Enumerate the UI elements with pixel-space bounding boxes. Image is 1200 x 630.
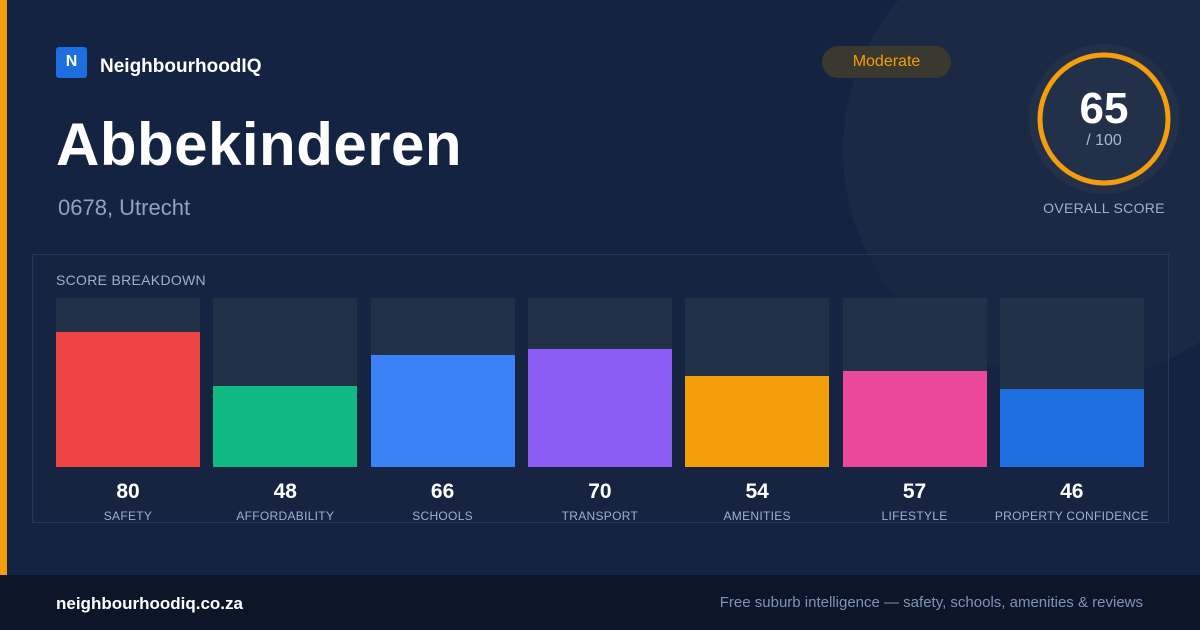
bar-fill <box>213 386 358 467</box>
footer: neighbourhoodiq.co.za Free suburb intell… <box>0 575 1200 630</box>
bar-fill <box>527 349 672 467</box>
score-bar-safety: 80 SAFETY <box>56 298 200 523</box>
overall-score-max: / 100 <box>1086 132 1122 149</box>
bar-track <box>999 298 1144 467</box>
bar-label: TRANSPORT <box>561 509 639 523</box>
breakdown-bars: 80 SAFETY 48 AFFORDABILITY 66 SCHOOLS 70 TRANSP… <box>56 298 1148 523</box>
overall-score-value: 65 <box>1079 84 1129 133</box>
bar-label: AFFORDABILITY <box>236 509 335 523</box>
bar-track <box>213 298 358 467</box>
footer-site-link[interactable]: neighbourhoodiq.co.za <box>56 594 243 613</box>
score-bar-property-confidence: 46 PROPERTY CONFIDENCE <box>995 298 1148 523</box>
bar-label: AMENITIES <box>723 509 791 523</box>
bar-fill <box>56 332 200 467</box>
bar-value: 80 <box>116 480 140 503</box>
bar-label: SAFETY <box>103 509 153 523</box>
score-ring-graphic <box>1029 44 1179 194</box>
bar-track <box>56 298 200 467</box>
accent-stripe <box>0 0 7 575</box>
score-bar-amenities: 54 AMENITIES <box>685 298 830 523</box>
bar-label: LIFESTYLE <box>881 509 948 523</box>
score-bar-lifestyle: 57 LIFESTYLE <box>842 298 987 523</box>
bar-value: 70 <box>588 480 612 503</box>
bar-track <box>370 298 515 467</box>
bar-value: 48 <box>273 480 297 503</box>
breakdown-title: SCORE BREAKDOWN <box>56 272 206 288</box>
suburb-title: Abbekinderen <box>56 111 463 178</box>
score-bar-affordability: 48 AFFORDABILITY <box>213 298 358 523</box>
brand-logo-icon: N <box>56 46 87 78</box>
bar-value: 46 <box>1060 480 1084 503</box>
bar-track <box>527 298 672 467</box>
score-breakdown-panel: SCORE BREAKDOWN 80 SAFETY 48 AFFORDABILITY 6… <box>32 254 1169 523</box>
overall-score-label: OVERALL SCORE <box>1043 200 1165 216</box>
bar-label: PROPERTY CONFIDENCE <box>994 509 1149 523</box>
brand: N NeighbourhoodIQ <box>56 46 261 78</box>
bar-value: 66 <box>430 480 455 503</box>
bar-label: SCHOOLS <box>412 509 473 523</box>
bar-fill <box>370 355 515 467</box>
overall-score-ring: 65 / 100 <box>1028 43 1180 195</box>
brand-name: NeighbourhoodIQ <box>100 56 262 77</box>
score-bar-schools: 66 SCHOOLS <box>370 298 515 523</box>
rating-badge: Moderate <box>822 46 951 78</box>
bar-track <box>685 298 830 467</box>
bar-track <box>842 298 987 467</box>
bar-fill <box>685 376 830 467</box>
footer-tagline: Free suburb intelligence — safety, schoo… <box>719 594 1143 611</box>
bar-value: 54 <box>745 480 769 503</box>
score-bar-transport: 70 TRANSPORT <box>527 298 672 523</box>
suburb-location: 0678, Utrecht <box>58 195 191 220</box>
bar-value: 57 <box>902 480 927 503</box>
bar-fill <box>842 371 987 467</box>
bar-fill <box>999 389 1144 467</box>
